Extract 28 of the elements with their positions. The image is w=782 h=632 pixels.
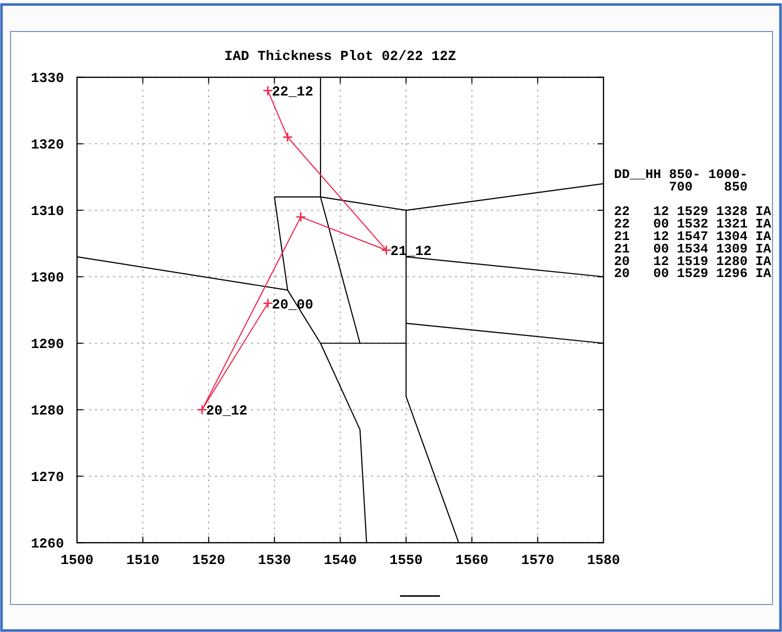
text: 21 00 1534 1309 IA: [614, 241, 772, 256]
x-tick-label: 1530: [258, 554, 291, 569]
y-tick-label: 1290: [30, 338, 64, 354]
text: 21 12 1547 1304 IA: [614, 229, 772, 244]
y-tick-label: 1300: [30, 272, 64, 287]
text: DD__HH 850- 1000-: [614, 167, 748, 182]
y-tick-label: 1320: [30, 138, 64, 154]
y-tick-label: 1260: [30, 538, 64, 553]
y-tick-label: 1310: [30, 205, 64, 220]
x-tick-label: 1520: [192, 554, 226, 569]
chart-title: IAD Thickness Plot 02/22 12Z: [224, 50, 456, 65]
x-tick-label: 1550: [390, 554, 423, 569]
x-tick-label: 1540: [324, 554, 357, 569]
x-tick-label: 1570: [521, 554, 554, 569]
annotation: 20_12: [206, 404, 248, 420]
text: 20 12 1519 1280 IA: [614, 254, 772, 269]
y-tick-label: 1280: [30, 404, 64, 420]
y-tick-label: 1330: [30, 72, 64, 88]
text: 700 850: [614, 179, 748, 194]
x-tick-label: 1560: [455, 554, 488, 569]
y-tick-label: 1270: [30, 471, 64, 486]
x-tick-label: 1510: [126, 554, 160, 569]
text: 20 00 1529 1296 IA: [614, 266, 772, 282]
annotation: 22_12: [272, 86, 314, 101]
text: 22 00 1532 1321 IA: [614, 216, 772, 232]
x-tick-label: 1500: [60, 554, 94, 569]
text: 22 12 1529 1328 IA: [614, 204, 772, 220]
x-tick-label: 1580: [586, 554, 620, 569]
